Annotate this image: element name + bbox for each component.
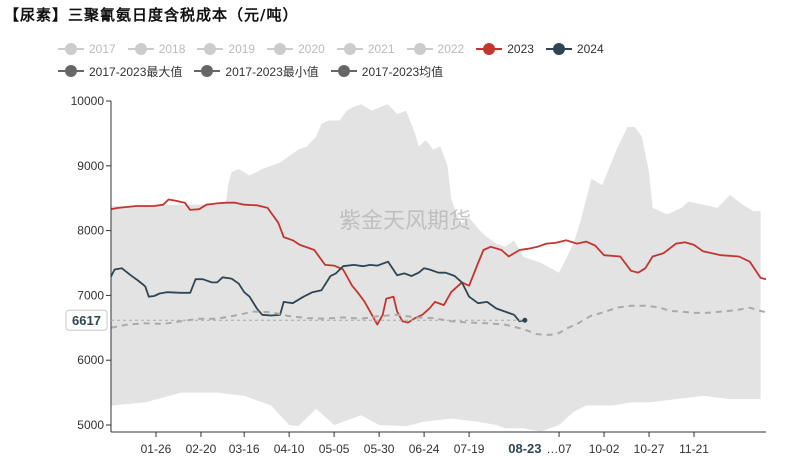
legend-marker-icon bbox=[476, 43, 503, 55]
chart-title: 【尿素】三聚氰氨日度含税成本（元/吨） bbox=[4, 6, 299, 24]
legend-row-1: 2017 2018 2019 2020 2021 2022 2023 2024 bbox=[58, 38, 798, 60]
x-tick-label: 11-21 bbox=[679, 442, 709, 456]
legend-item-6[interactable]: 2022 bbox=[406, 42, 465, 56]
hover-x-label-box bbox=[502, 436, 547, 458]
legend-marker-icon bbox=[127, 43, 154, 55]
y-tick-label: 10000 bbox=[71, 94, 105, 108]
x-tick-label: 04-10 bbox=[274, 442, 305, 456]
legend-marker-icon bbox=[197, 43, 224, 55]
legend-label: 2017-2023最大值 bbox=[89, 64, 183, 79]
hover-y-label-box bbox=[65, 309, 108, 331]
legend-item-10[interactable]: 2017-2023最小值 bbox=[194, 63, 319, 80]
legend-label: 2024 bbox=[576, 42, 604, 56]
legend-label: 2020 bbox=[298, 42, 325, 56]
legend-marker-icon bbox=[336, 43, 363, 55]
x-tick-label: 03-16 bbox=[229, 442, 260, 456]
legend-item-5[interactable]: 2021 bbox=[336, 42, 395, 56]
legend-label: 2017-2023最小值 bbox=[225, 64, 319, 79]
legend-label: 2017-2023均值 bbox=[361, 64, 444, 79]
legend-label: 2023 bbox=[507, 42, 534, 56]
series-layer bbox=[111, 198, 766, 336]
legend-marker-icon bbox=[194, 65, 221, 77]
hover-layer: 6617 08-23 bbox=[65, 309, 547, 458]
x-tick-label: 07-19 bbox=[454, 442, 485, 456]
hover-y-label: 6617 bbox=[72, 313, 101, 328]
x-tick-label: 10-27 bbox=[634, 442, 665, 456]
hover-x-label: 08-23 bbox=[508, 441, 541, 456]
legend-label: 2017 bbox=[89, 42, 116, 56]
legend-item-7[interactable]: 2023 bbox=[476, 42, 534, 56]
x-tick-label: 10-02 bbox=[589, 442, 620, 456]
y-tick-label: 6000 bbox=[77, 353, 104, 367]
x-tick-label: …07 bbox=[546, 442, 572, 456]
legend-marker-icon bbox=[330, 65, 357, 77]
legend-row-2: 2017-2023最大值 2017-2023最小值 2017-2023均值 bbox=[58, 60, 798, 82]
series-line-2023 bbox=[111, 198, 766, 326]
legend-item-1[interactable]: 2017 bbox=[58, 42, 116, 56]
x-tick-label: 02-20 bbox=[186, 442, 217, 456]
legend-item-9[interactable]: 2017-2023最大值 bbox=[58, 63, 182, 80]
x-tick-label: 05-05 bbox=[319, 442, 350, 456]
legend-item-3[interactable]: 2019 bbox=[197, 42, 255, 56]
axis-layer: 5000 6000 7000 8000 9000 10000 01-26 02-20 03-16… bbox=[71, 94, 766, 456]
legend-label: 2019 bbox=[228, 42, 256, 56]
legend-marker-icon bbox=[267, 43, 294, 55]
legend-marker-icon bbox=[58, 43, 84, 55]
legend-label: 2018 bbox=[158, 42, 186, 56]
y-tick-label: 9000 bbox=[77, 159, 104, 173]
legend: 2017 2018 2019 2020 2021 2022 2023 2024 2017-20… bbox=[58, 38, 798, 82]
legend-label: 2021 bbox=[367, 42, 395, 56]
max-min-band bbox=[111, 104, 761, 432]
series-line-2017-2023 bbox=[111, 304, 766, 336]
legend-item-2[interactable]: 2018 bbox=[127, 42, 186, 56]
hover-point bbox=[522, 317, 528, 323]
watermark: 紫金天风期货 bbox=[339, 209, 471, 234]
legend-label: 2022 bbox=[437, 42, 465, 56]
band-layer bbox=[111, 104, 761, 432]
x-tick-label: 06-24 bbox=[409, 442, 440, 456]
y-tick-label: 8000 bbox=[77, 224, 104, 238]
legend-marker-icon bbox=[58, 65, 84, 77]
series-line-2024 bbox=[111, 260, 526, 323]
x-tick-label: 01-26 bbox=[141, 442, 172, 456]
legend-item-4[interactable]: 2020 bbox=[267, 42, 325, 56]
legend-item-8[interactable]: 2024 bbox=[545, 42, 604, 56]
legend-marker-icon bbox=[406, 43, 433, 55]
x-tick-label: 05-30 bbox=[364, 442, 395, 456]
y-tick-label: 7000 bbox=[77, 288, 104, 302]
legend-marker-icon bbox=[545, 43, 572, 55]
y-tick-label: 5000 bbox=[77, 418, 104, 432]
legend-item-11[interactable]: 2017-2023均值 bbox=[330, 63, 444, 80]
